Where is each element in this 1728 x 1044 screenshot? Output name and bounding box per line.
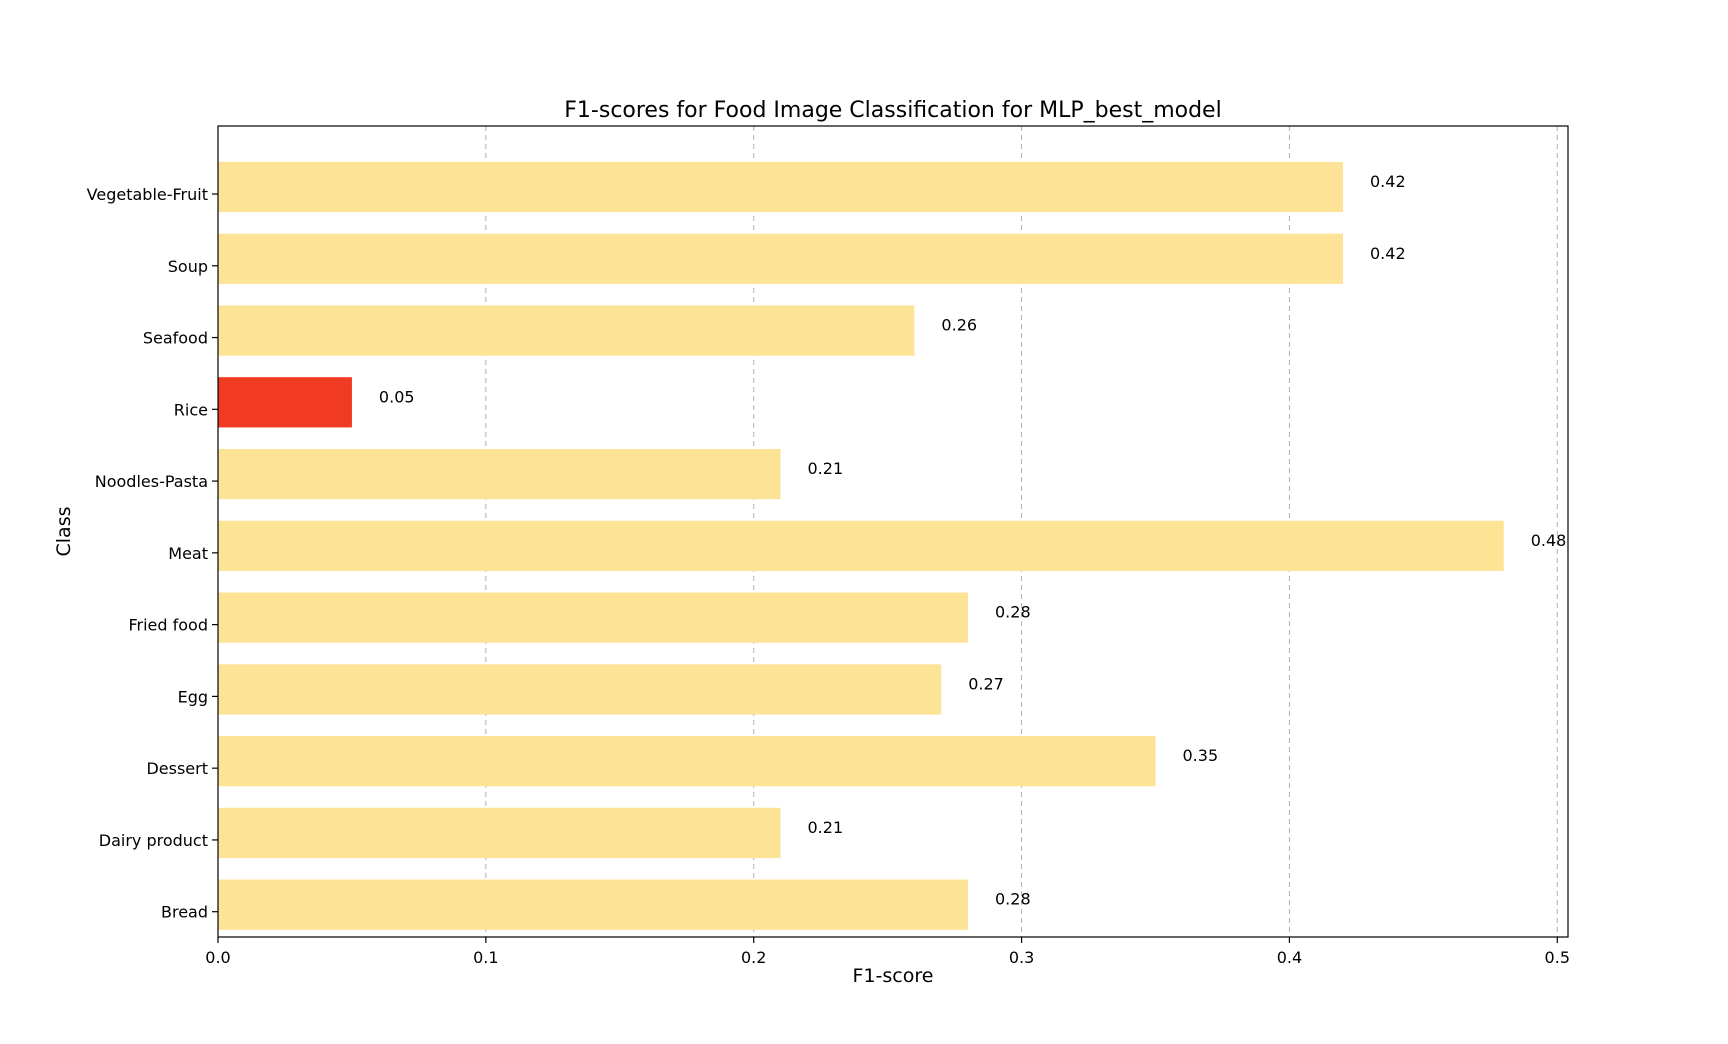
bar (218, 305, 915, 356)
x-tick-label: 0.4 (1277, 948, 1302, 967)
y-axis-label: Class (53, 507, 75, 557)
y-tick-label: Rice (174, 400, 208, 419)
bars (218, 161, 1504, 930)
chart-title: F1-scores for Food Image Classification … (564, 98, 1221, 123)
x-tick-label: 0.1 (473, 948, 498, 967)
bar-value-label: 0.28 (995, 890, 1031, 909)
bar (218, 879, 968, 930)
bar-value-label: 0.42 (1370, 172, 1406, 191)
bar-value-label: 0.42 (1370, 244, 1406, 263)
bar-value-label: 0.48 (1531, 531, 1567, 550)
y-tick-label: Egg (178, 687, 208, 706)
y-tick-label: Vegetable-Fruit (87, 185, 208, 204)
data-labels: 0.42 0.42 0.26 0.05 0.21 0.48 0.28 0.27 0.35 0.21… (379, 172, 1566, 909)
y-axis-ticks: Vegetable-Fruit Soup Seafood Rice Noodles-Pa… (87, 185, 218, 922)
x-axis-ticks: 0.0 0.1 0.2 0.3 0.4 0.5 (205, 937, 1570, 967)
x-tick-label: 0.2 (741, 948, 766, 967)
bar-value-label: 0.05 (379, 387, 415, 406)
bar (218, 807, 781, 859)
y-tick-label: Dessert (146, 759, 208, 778)
bar (218, 736, 1156, 787)
bar-value-label: 0.21 (808, 818, 844, 837)
y-tick-label: Meat (168, 544, 208, 563)
x-tick-label: 0.3 (1009, 948, 1034, 967)
bar (218, 233, 1343, 284)
x-tick-label: 0.0 (205, 948, 230, 967)
bar (218, 377, 352, 428)
y-tick-label: Soup (168, 257, 208, 276)
x-axis-label: F1-score (853, 965, 934, 987)
bar (218, 448, 781, 500)
bar (218, 520, 1504, 571)
x-tick-label: 0.5 (1545, 948, 1570, 967)
bar (218, 664, 942, 715)
plot-frame (217, 125, 1569, 938)
y-tick-label: Seafood (143, 329, 208, 348)
y-tick-label: Noodles-Pasta (95, 472, 208, 491)
y-tick-label: Fried food (128, 616, 208, 635)
bar-value-label: 0.21 (808, 459, 844, 478)
y-tick-label: Dairy product (99, 831, 208, 850)
bar-value-label: 0.35 (1183, 746, 1219, 765)
bar (218, 592, 968, 643)
bar (218, 161, 1343, 213)
bar-value-label: 0.26 (941, 316, 977, 335)
bar-value-label: 0.28 (995, 603, 1031, 622)
y-tick-label: Bread (161, 903, 208, 922)
bar-value-label: 0.27 (968, 674, 1004, 693)
